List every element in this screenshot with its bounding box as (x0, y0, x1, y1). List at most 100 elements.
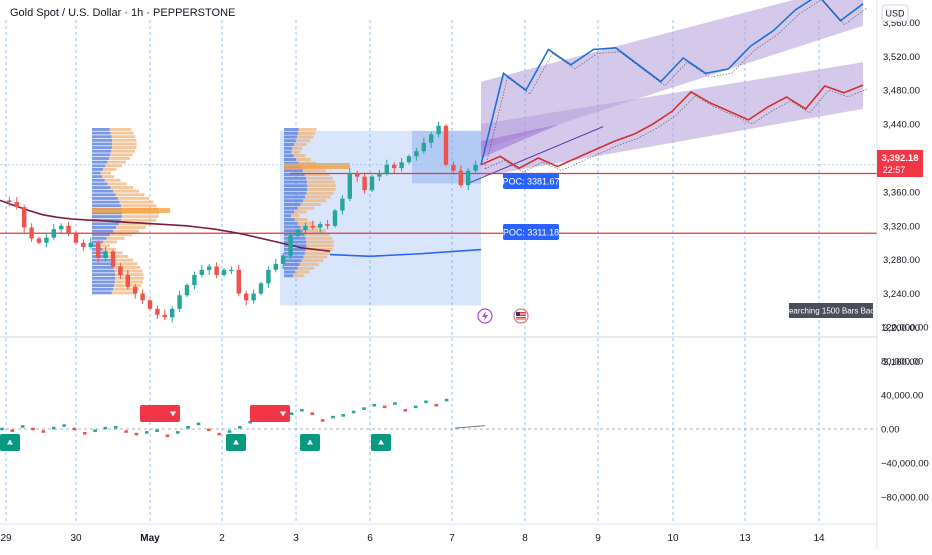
volume-profile-left-row (110, 186, 134, 189)
candle-body (273, 263, 278, 270)
current-price-label: 3,392.18 (882, 153, 919, 164)
oscillator-candle (289, 412, 294, 415)
volume-profile-right-row (305, 236, 333, 240)
volume-profile-right-row (297, 266, 315, 270)
us-flag-icon[interactable] (513, 308, 529, 324)
volume-profile-left-row (119, 200, 154, 204)
volume-profile-right-row (300, 203, 321, 206)
oscillator-tail (454, 425, 486, 429)
candle-body (184, 285, 190, 296)
oscillator-axis-label: −40,000.00 (881, 459, 929, 470)
oscillator-candle (238, 426, 242, 429)
candle-body (236, 269, 241, 294)
candle-body (362, 176, 367, 191)
projection-up-line (480, 0, 864, 165)
oscillator-candle (217, 432, 221, 436)
price-layer (0, 0, 868, 323)
poc-upper-label: POC: 3381.67 (502, 177, 559, 187)
oscillator-candle (62, 424, 66, 427)
volume-profile-left-row (92, 146, 112, 150)
volume-profile-left-row (117, 196, 150, 200)
time-axis-label: 7 (449, 533, 455, 544)
candle-body (7, 200, 12, 203)
volume-profile-right-row (284, 180, 307, 184)
price-axis-label: 3,240.00 (883, 289, 920, 300)
oscillator-candle (165, 434, 170, 438)
volume-profile-left-row (92, 280, 115, 284)
volume-profile-left-row (109, 157, 130, 160)
volume-profile-left-row (92, 265, 114, 269)
poc-lower-label: POC: 3311.18 (503, 228, 559, 238)
oscillator-candle (382, 405, 387, 409)
projection-up-line-ghost (484, 0, 868, 169)
volume-profile-right-row (298, 128, 317, 131)
volume-profile-left-row (100, 171, 111, 175)
oscillator-candle (113, 426, 118, 429)
currency-button[interactable]: USD (881, 4, 909, 22)
volume-profile-left-row (92, 189, 114, 193)
searching-text: Searching 1500 Bars Back (784, 307, 880, 316)
volume-profile-right-row (284, 266, 298, 270)
volume-profile-left-row (92, 171, 101, 175)
oscillator-candle (424, 400, 428, 404)
volume-profile-left-row (104, 178, 121, 182)
volume-profile-left-row (92, 131, 111, 135)
volume-profile-left-row (92, 276, 116, 280)
volume-profile-left-row (92, 218, 121, 222)
volume-profile-right-row (306, 191, 334, 195)
oscillator-candle (82, 431, 87, 435)
candle-body (36, 238, 42, 243)
poc-badge-lower: POC: 3311.18 (503, 224, 559, 240)
oscillator-candle (175, 431, 180, 434)
volume-profile-left-row (111, 146, 137, 150)
lightning-icon[interactable] (477, 308, 493, 324)
volume-profile-left-row (92, 244, 100, 248)
price-axis-label: 3,360.00 (883, 187, 920, 198)
volume-profile-right-row (284, 221, 298, 225)
volume-profile-left-row (113, 287, 139, 291)
candle-body (44, 237, 49, 243)
volume-profile-left-row (92, 204, 121, 208)
volume-profile-left-row (92, 236, 107, 240)
candle-body (147, 300, 153, 309)
candle-body (110, 251, 116, 267)
volume-profile-right-row (301, 259, 324, 263)
oscillator-candle (300, 409, 304, 412)
volume-profile-left-row (118, 222, 152, 226)
volume-profile-right-row (304, 251, 331, 255)
candle-body (51, 229, 56, 238)
candle-body (406, 156, 412, 163)
volume-profile-left-row (92, 149, 112, 153)
time-axis-label: 2 (219, 533, 225, 544)
oscillator-candle (10, 429, 15, 432)
price-axis-label: 3,200.00 (883, 323, 920, 334)
oscillator-candle (444, 398, 449, 402)
candle-body (162, 314, 167, 318)
volume-profile-left-row (110, 153, 133, 157)
volume-profile-right-row (284, 188, 308, 191)
volume-profile-left-row (107, 182, 127, 186)
volume-profile-right-row (305, 176, 333, 180)
volume-profile-left-row (92, 186, 111, 189)
volume-profile-right-poc-row (284, 163, 350, 169)
volume-profile-left-row (101, 175, 115, 179)
volume-profile-left-row (115, 193, 145, 197)
volume-profile-right-row (284, 135, 298, 139)
volume-profile-right-row (294, 143, 307, 146)
volume-profile-right-row (292, 146, 303, 150)
candle-body (325, 224, 330, 226)
oscillator-candle (434, 403, 439, 407)
candle-body (451, 164, 456, 171)
candle-body (177, 295, 182, 309)
time-axis-label: 3 (293, 533, 299, 544)
volume-profile-right-row (294, 210, 307, 214)
volume-profile-left-row (113, 229, 140, 233)
candle-body (199, 269, 204, 275)
volume-profile-right-row (284, 169, 303, 173)
oscillator-candle (413, 405, 418, 409)
candle-body (251, 293, 256, 301)
volume-profile-left-row (111, 135, 136, 139)
volume-profile-right-row (295, 139, 311, 143)
